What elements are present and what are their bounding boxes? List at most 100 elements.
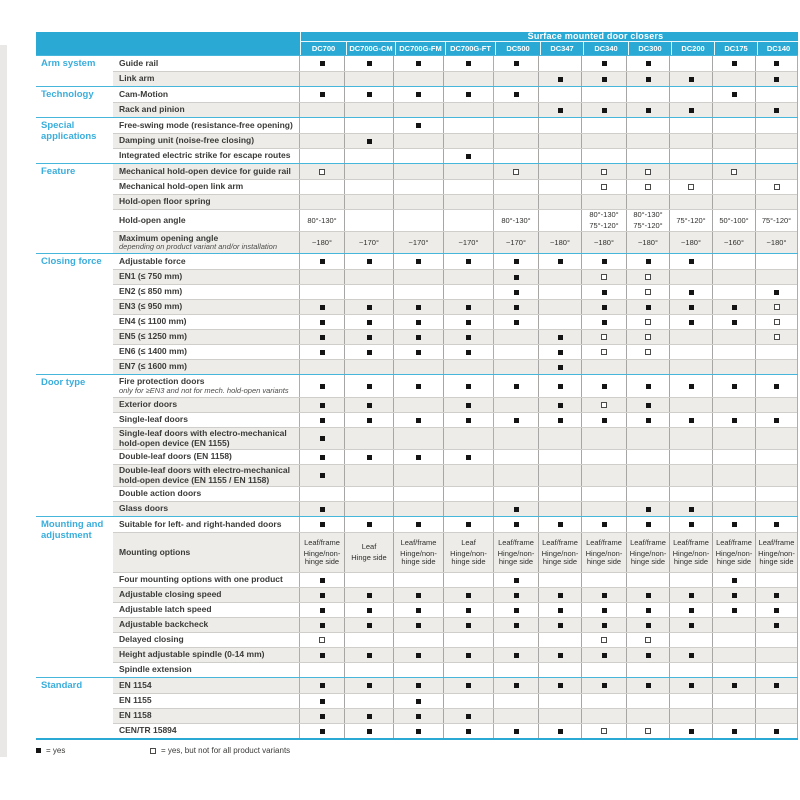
yes-icon [513, 417, 519, 423]
data-cell [344, 195, 393, 209]
data-cell [626, 375, 669, 397]
data-cell [299, 517, 344, 532]
yes-icon [688, 417, 694, 423]
data-cell [669, 360, 712, 374]
data-cell [581, 724, 626, 738]
yes-icon [557, 522, 563, 527]
data-cell [344, 210, 393, 231]
data-cell [669, 118, 712, 133]
yes-icon [513, 304, 519, 310]
row-label-text: Hold-open floor spring [119, 196, 211, 207]
data-cell [538, 360, 581, 374]
data-cell [712, 180, 755, 194]
row-label-text: Single-leaf doors [119, 414, 188, 425]
data-cell [669, 603, 712, 617]
data-cell [443, 588, 493, 602]
data-cell [443, 709, 493, 723]
data-cell [712, 450, 755, 464]
row-label: Single-leaf doors [113, 413, 299, 427]
door-closer-comparison-page: Surface mounted door closers DC700 DC700G… [36, 32, 798, 740]
data-cell [493, 87, 538, 102]
partial-yes-icon [645, 184, 651, 190]
data-cell [538, 149, 581, 163]
yes-icon [688, 506, 694, 512]
data-cell [626, 134, 669, 148]
yes-icon [731, 92, 737, 97]
row-label: Hold-open floor spring [113, 195, 299, 209]
data-cell [712, 103, 755, 117]
partial-yes-icon [645, 728, 651, 734]
data-cell [755, 72, 797, 86]
cell-text: Leaf/frame [630, 538, 666, 547]
data-cell [712, 428, 755, 449]
data-cell [299, 72, 344, 86]
data-cell [712, 149, 755, 163]
data-cell [755, 345, 797, 359]
data-cell [538, 663, 581, 677]
data-cell [712, 588, 755, 602]
yes-icon [466, 607, 471, 613]
data-cell [299, 180, 344, 194]
data-cell [669, 588, 712, 602]
row-label-text: Glass doors [119, 503, 169, 514]
data-cell [581, 87, 626, 102]
row-label: Fire protection doors only for ≥EN3 and n… [113, 375, 299, 397]
column-header-dc700g-fm: DC700G-FM [395, 42, 445, 55]
yes-icon [557, 728, 563, 734]
yes-icon [557, 622, 563, 628]
data-cell [626, 428, 669, 449]
cell-text: ~160° [724, 237, 744, 247]
data-cell [344, 678, 393, 693]
yes-icon [416, 417, 421, 423]
data-cell [393, 618, 443, 632]
data-cell: Leaf/frame Hinge/non-hinge side [712, 533, 755, 572]
yes-icon [416, 92, 421, 97]
data-cell [443, 633, 493, 647]
column-header-dc300: DC300 [628, 42, 671, 55]
table-row: EN3 (≤ 950 mm) [113, 299, 797, 314]
data-cell: 75°-120° [755, 210, 797, 231]
table-row: Hold-open floor spring [113, 194, 797, 209]
cell-text: 75°-120° [761, 215, 792, 225]
yes-icon [366, 349, 372, 355]
yes-icon [319, 319, 325, 325]
table-row: Single-leaf doors with electro-mechanica… [113, 427, 797, 449]
data-cell: ~170° [493, 232, 538, 253]
yes-icon [601, 319, 607, 325]
data-cell [393, 87, 443, 102]
data-cell [344, 254, 393, 269]
data-cell [393, 330, 443, 344]
yes-icon [688, 622, 694, 628]
yes-icon [319, 607, 325, 613]
data-cell [538, 300, 581, 314]
yes-icon [774, 107, 779, 113]
yes-icon [645, 592, 651, 598]
data-cell [493, 103, 538, 117]
table-row: Free-swing mode (resistance-free opening… [113, 118, 797, 133]
cell-text: ~180° [681, 237, 701, 247]
data-cell: ~180° [299, 232, 344, 253]
data-cell [493, 180, 538, 194]
row-label: Mounting options [113, 533, 299, 572]
partial-yes-icon [731, 168, 737, 175]
yes-icon [466, 522, 471, 527]
yes-icon [557, 334, 563, 340]
yes-icon [466, 454, 471, 460]
row-label: Adjustable closing speed [113, 588, 299, 602]
data-cell [299, 603, 344, 617]
data-cell [344, 149, 393, 163]
data-cell [712, 663, 755, 677]
data-cell [755, 603, 797, 617]
cell-text: Hinge/non-hinge side [715, 549, 753, 566]
row-label-text: Link arm [119, 73, 155, 84]
data-cell [443, 180, 493, 194]
row-label-text: EN3 (≤ 950 mm) [119, 301, 183, 312]
data-cell [538, 487, 581, 501]
data-cell [299, 724, 344, 738]
data-cell [755, 360, 797, 374]
data-cell [755, 87, 797, 102]
yes-icon [366, 683, 372, 688]
table-row: Delayed closing [113, 632, 797, 647]
data-cell [393, 465, 443, 486]
yes-icon [466, 334, 471, 340]
